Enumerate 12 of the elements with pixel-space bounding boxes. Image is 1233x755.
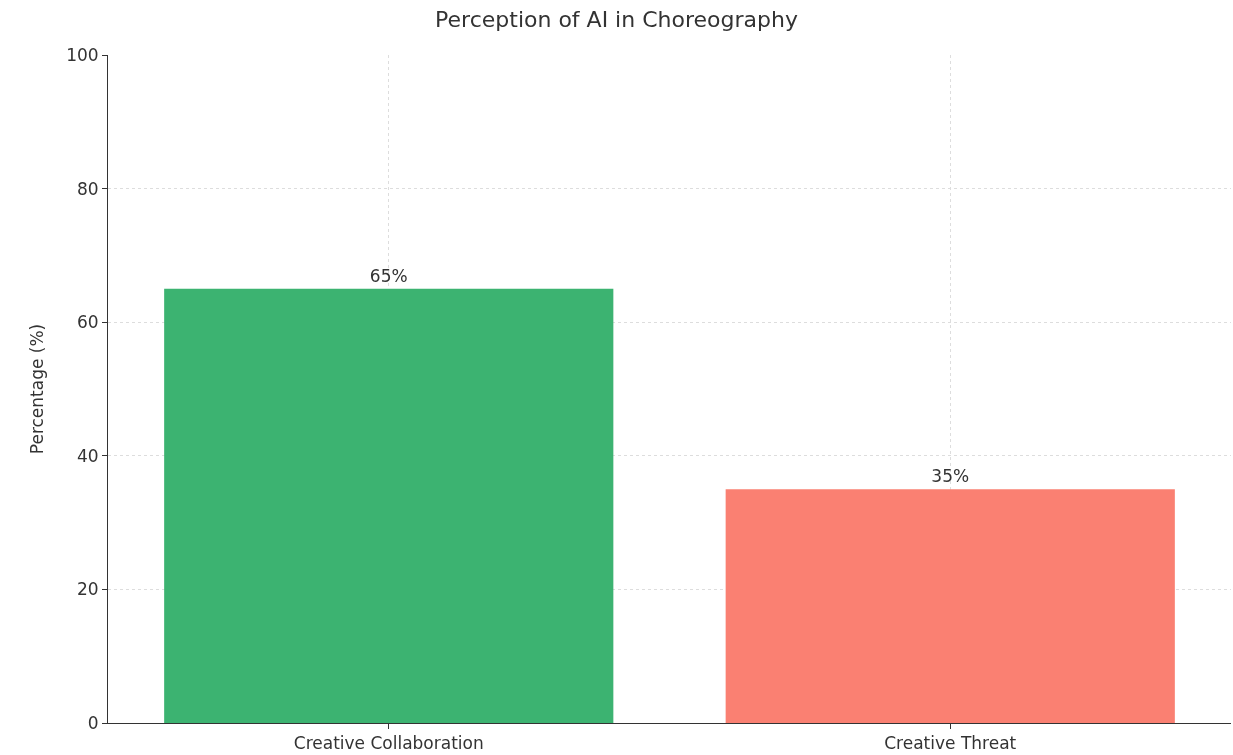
y-tick-label: 80 — [76, 178, 99, 199]
y-tick-label: 0 — [87, 712, 99, 733]
y-tick-label: 60 — [76, 312, 99, 333]
y-tick-label: 40 — [76, 445, 99, 466]
chart-title: Perception of AI in Choreography — [435, 6, 798, 32]
y-tick-label: 100 — [66, 44, 99, 65]
x-tick-label: Creative Collaboration — [293, 733, 484, 754]
data-label: 35% — [931, 466, 970, 487]
y-axis-title: Percentage (%) — [26, 323, 47, 455]
data-label: 65% — [369, 265, 408, 286]
x-tick-label: Creative Threat — [884, 733, 1017, 754]
y-tick-label: 20 — [76, 579, 99, 600]
